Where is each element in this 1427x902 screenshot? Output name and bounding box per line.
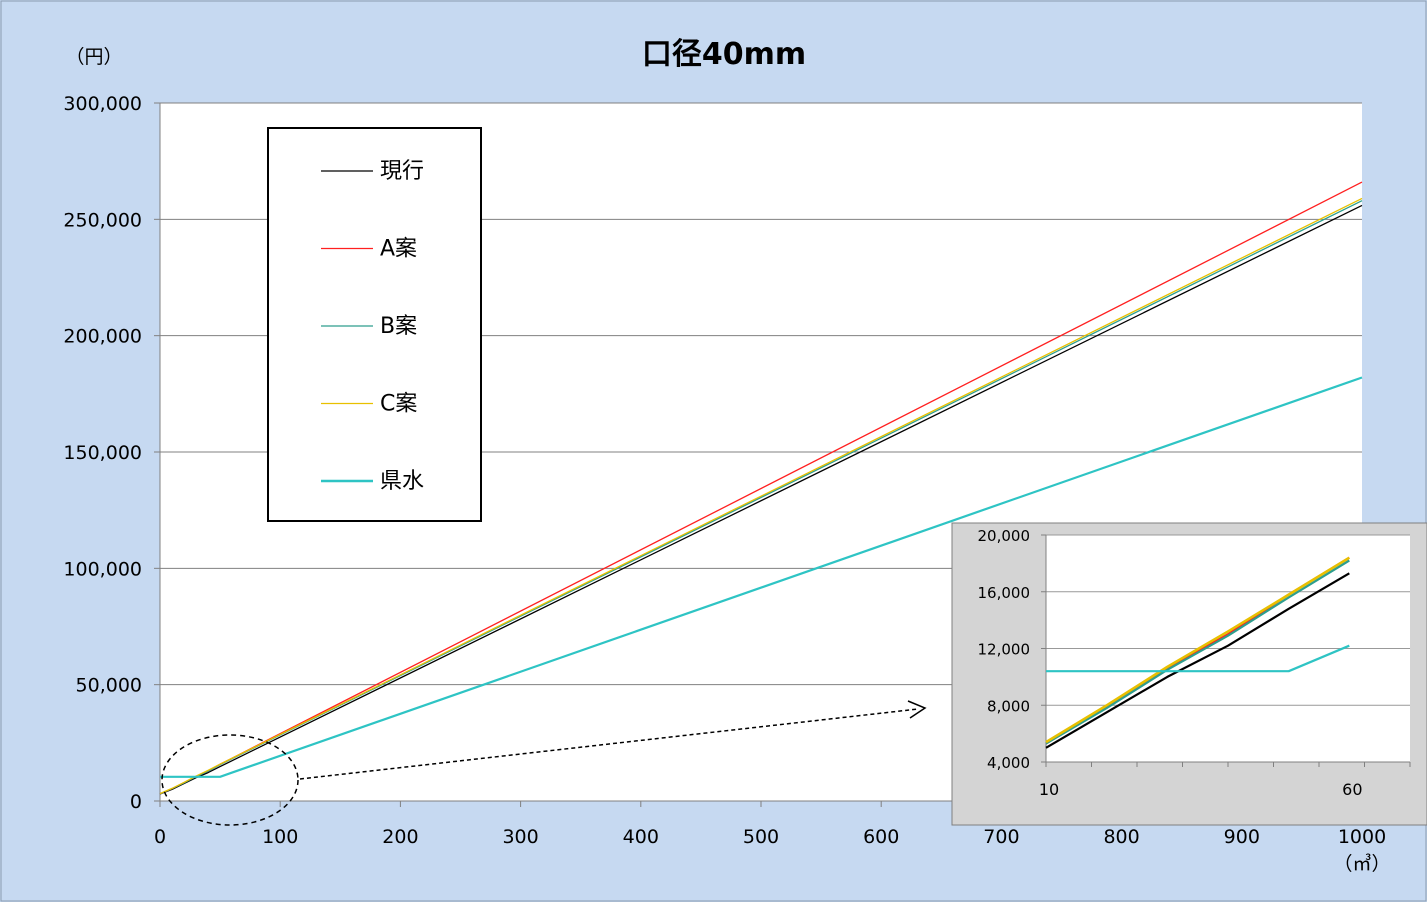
x-tick-label: 100	[262, 826, 298, 848]
x-tick-label: 1000	[1338, 826, 1386, 848]
y-tick-label: 150,000	[63, 442, 142, 464]
legend-label: 県水	[380, 469, 424, 494]
x-tick-label: 800	[1103, 826, 1139, 848]
inset-y-tick-label: 8,000	[987, 697, 1030, 715]
legend-label: 現行	[380, 159, 424, 184]
inset-y-tick-label: 16,000	[978, 584, 1031, 602]
inset-y-tick-label: 4,000	[987, 754, 1030, 772]
x-tick-label: 700	[983, 826, 1019, 848]
inset-y-tick-label: 20,000	[978, 527, 1031, 545]
legend-label: C案	[380, 392, 417, 417]
inset-x-tick-label: 10	[1039, 780, 1059, 799]
y-tick-label: 100,000	[63, 558, 142, 580]
x-tick-label: 400	[623, 826, 659, 848]
x-tick-label: 0	[154, 826, 166, 848]
legend-box	[268, 128, 481, 521]
chart-title: 口径40mm	[642, 37, 806, 72]
legend-label: B案	[380, 314, 417, 339]
y-tick-label: 250,000	[63, 209, 142, 231]
y-tick-label: 200,000	[63, 326, 142, 348]
inset-chart: 4,000 8,000 12,000 16,000 20,000 10 60	[952, 523, 1427, 825]
x-tick-label: 300	[502, 826, 538, 848]
x-tick-label: 500	[743, 826, 779, 848]
x-tick-label: 900	[1224, 826, 1260, 848]
y-tick-label: 50,000	[76, 675, 142, 697]
x-tick-label: 200	[382, 826, 418, 848]
y-tick-label: 0	[130, 791, 142, 813]
x-axis-unit-label: （㎥）	[1333, 853, 1390, 875]
x-tick-label: 600	[863, 826, 899, 848]
inset-y-tick-label: 12,000	[978, 641, 1031, 659]
y-axis-unit-label: （円）	[65, 46, 122, 68]
y-tick-label: 300,000	[63, 93, 142, 115]
inset-x-tick-label: 60	[1342, 780, 1362, 799]
legend-label: A案	[380, 237, 417, 262]
